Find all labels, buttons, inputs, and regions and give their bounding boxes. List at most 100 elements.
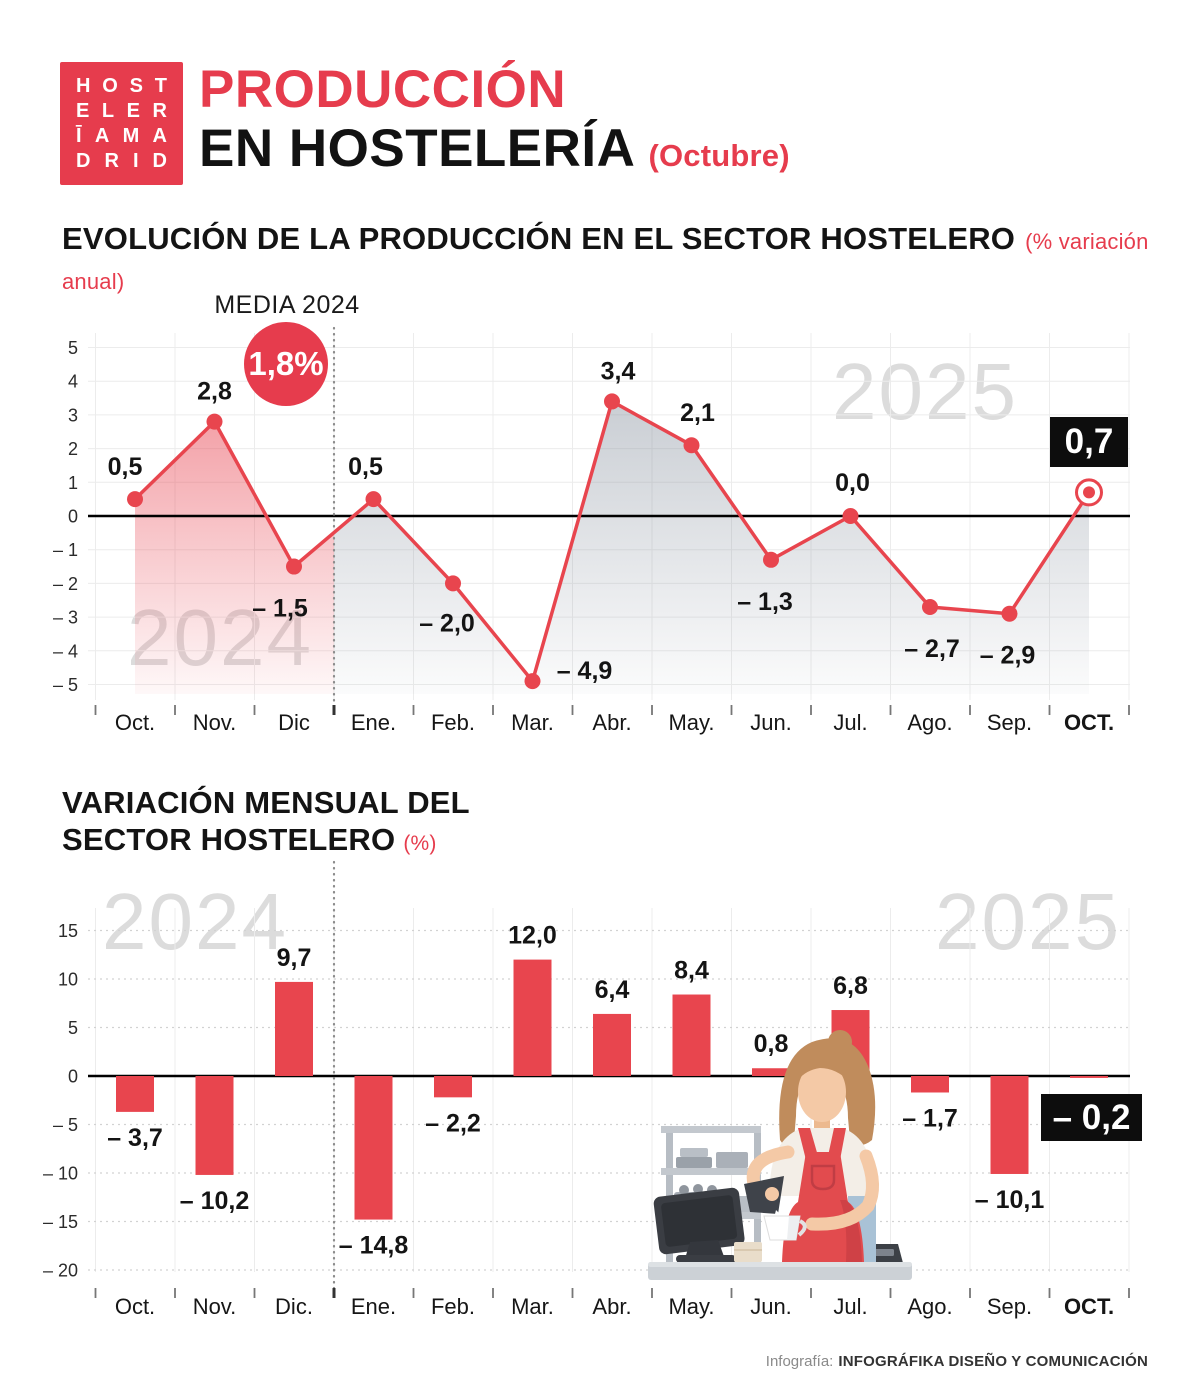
c1-ytick-3: 3 [68,405,78,425]
barista-woman [744,1030,879,1262]
c2-bar-May. [672,994,711,1076]
c1-point-Feb. [445,575,461,592]
watermark-2025-annual: 2025 [832,347,1018,436]
watermark-2025-monthly: 2025 [935,877,1121,966]
c1-ytick-0: 0 [68,507,78,527]
c1-value-label-Ene.: 0,5 [348,453,383,481]
c2-ytick-15: 15 [58,921,78,941]
c1-ytick--1: – 1 [53,540,78,560]
c2-ytick-5: 5 [68,1018,78,1038]
c2-ytick-0: 0 [68,1067,78,1087]
media-2024-label: MEDIA 2024 [214,291,360,319]
cup-handle [797,1219,807,1237]
c1-value-label-Feb.: – 2,0 [419,609,475,637]
c1-area-2024 [135,421,334,694]
c1-point-highlight [1083,486,1095,499]
c1-ytick-2: 2 [68,439,78,459]
annual-line-chart: 0,5 2,8 – 1,5 0,5 – 2,0 – 4,9 3,4 2,1 – 1,3 0,0 – … [53,326,1130,735]
milk-pitcher [744,1176,784,1214]
c2-ytick-10: 10 [58,970,78,990]
left-hand [765,1187,779,1201]
c1-value-label-Sep.: – 2,9 [980,642,1036,670]
watermark-2024-monthly: 2024 [102,877,288,966]
c2-month-label-Oct.: Oct. [115,1294,155,1319]
annual-chart-heading: EVOLUCIÓN DE LA PRODUCCIÓN EN EL SECTOR … [62,221,1149,294]
c1-point-Ene. [365,491,382,508]
c1-value-label-Jul.: 0,0 [835,469,870,497]
c1-point-Jun. [763,551,779,568]
c1-value-label-Abr.: 3,4 [601,357,636,385]
c1-ytick--2: – 2 [53,574,78,594]
annual-oct-highlight-box: 0,7 [1050,417,1128,467]
c2-value-label-Dic.: 9,7 [277,944,312,972]
coffee-cup-shade [787,1216,800,1240]
c2-value-label-Jun.: 0,8 [754,1030,789,1058]
c2-ytick--20: – 20 [43,1261,78,1281]
c1-area-2025 [334,401,1089,694]
c1-month-label-Abr.: Abr. [592,710,631,735]
c1-point-May. [683,437,700,454]
c2-value-label-Oct.: – 3,7 [107,1124,163,1152]
c1-ytick--3: – 3 [53,608,78,628]
apron-pocket [810,1164,836,1191]
c2-bar-Dic. [275,981,313,1076]
c1-value-label-Nov.: 2,8 [197,378,232,406]
barista-illustration [648,1030,912,1280]
hair-bun [828,1030,852,1054]
c2-value-label-Feb.: – 2,2 [425,1109,481,1137]
c2-month-label-Feb.: Feb. [431,1294,475,1319]
page-title: PRODUCCIÓN EN HOSTELERÍA (Octubre) [199,60,790,179]
c1-month-label-Mar.: Mar. [511,710,554,735]
right-arm [805,1149,879,1231]
c1-month-label-OCT.: OCT. [1064,710,1114,735]
c1-ytick-5: 5 [68,338,78,358]
c2-bar-Mar. [513,959,552,1076]
c2-month-label-Ene.: Ene. [351,1294,396,1319]
c2-ytick--10: – 10 [43,1164,78,1184]
media-2024-value-badge: 1,8% [244,322,328,406]
c1-value-label-Ago.: – 2,7 [904,635,960,663]
c1-point-Abr. [604,393,620,410]
footer-credit: Infografía: INFOGRÁFIKA DISEÑO Y COMUNICA… [0,1353,1148,1370]
c1-value-label-Jun.: – 1,3 [737,588,793,616]
monthly-chart-heading-suffix: (%) [403,832,437,855]
c1-month-label-Sep.: Sep. [987,710,1032,735]
c1-month-label-May.: May. [668,710,714,735]
c2-ytick--15: – 15 [43,1212,78,1232]
annual-chart-heading-suffix: (% variación anual) [62,229,1149,294]
c2-month-label-Mar.: Mar. [511,1294,554,1319]
c2-bar-OCT. [1070,1076,1108,1078]
c2-month-label-May.: May. [668,1294,714,1319]
c2-bar-Oct. [116,1076,154,1112]
c2-month-label-Dic.: Dic. [275,1294,313,1319]
c1-month-label-Dic: Dic [278,710,310,735]
c2-bar-Ago. [911,1076,949,1093]
c1-point-Ago. [922,598,938,615]
c1-month-label-Ago.: Ago. [907,710,952,735]
c2-month-label-Abr.: Abr. [592,1294,631,1319]
face [798,1062,846,1122]
c2-month-label-Jul.: Jul. [833,1294,867,1319]
c1-point-Oct. [127,491,143,508]
monthly-bar-chart: – 3,7 – 10,2 9,7 – 14,8 – 2,2 12,0 6,4 8,4 0,8 6,… [43,860,1130,1319]
c2-bar-Jun. [752,1068,790,1076]
c1-ytick--5: – 5 [53,675,78,695]
c2-bar-Ene. [354,1076,393,1220]
c1-ytick--4: – 4 [53,641,78,661]
c1-point-Nov. [206,413,223,430]
c2-value-label-Ago.: – 1,7 [902,1104,958,1132]
counter-edge [648,1262,912,1267]
c1-value-label-Oct.: 0,5 [108,453,143,481]
c1-month-label-Oct.: Oct. [115,710,155,735]
c1-value-label-Mar.: – 4,9 [557,657,613,685]
monthly-oct-highlight-box: – 0,2 [1041,1094,1142,1141]
c2-month-label-Nov.: Nov. [193,1294,237,1319]
monthly-chart-heading: VARIACIÓN MENSUAL DEL SECTOR HOSTELERO (%… [62,785,470,857]
c1-month-label-Jun.: Jun. [750,710,792,735]
c1-ytick-4: 4 [68,372,78,392]
